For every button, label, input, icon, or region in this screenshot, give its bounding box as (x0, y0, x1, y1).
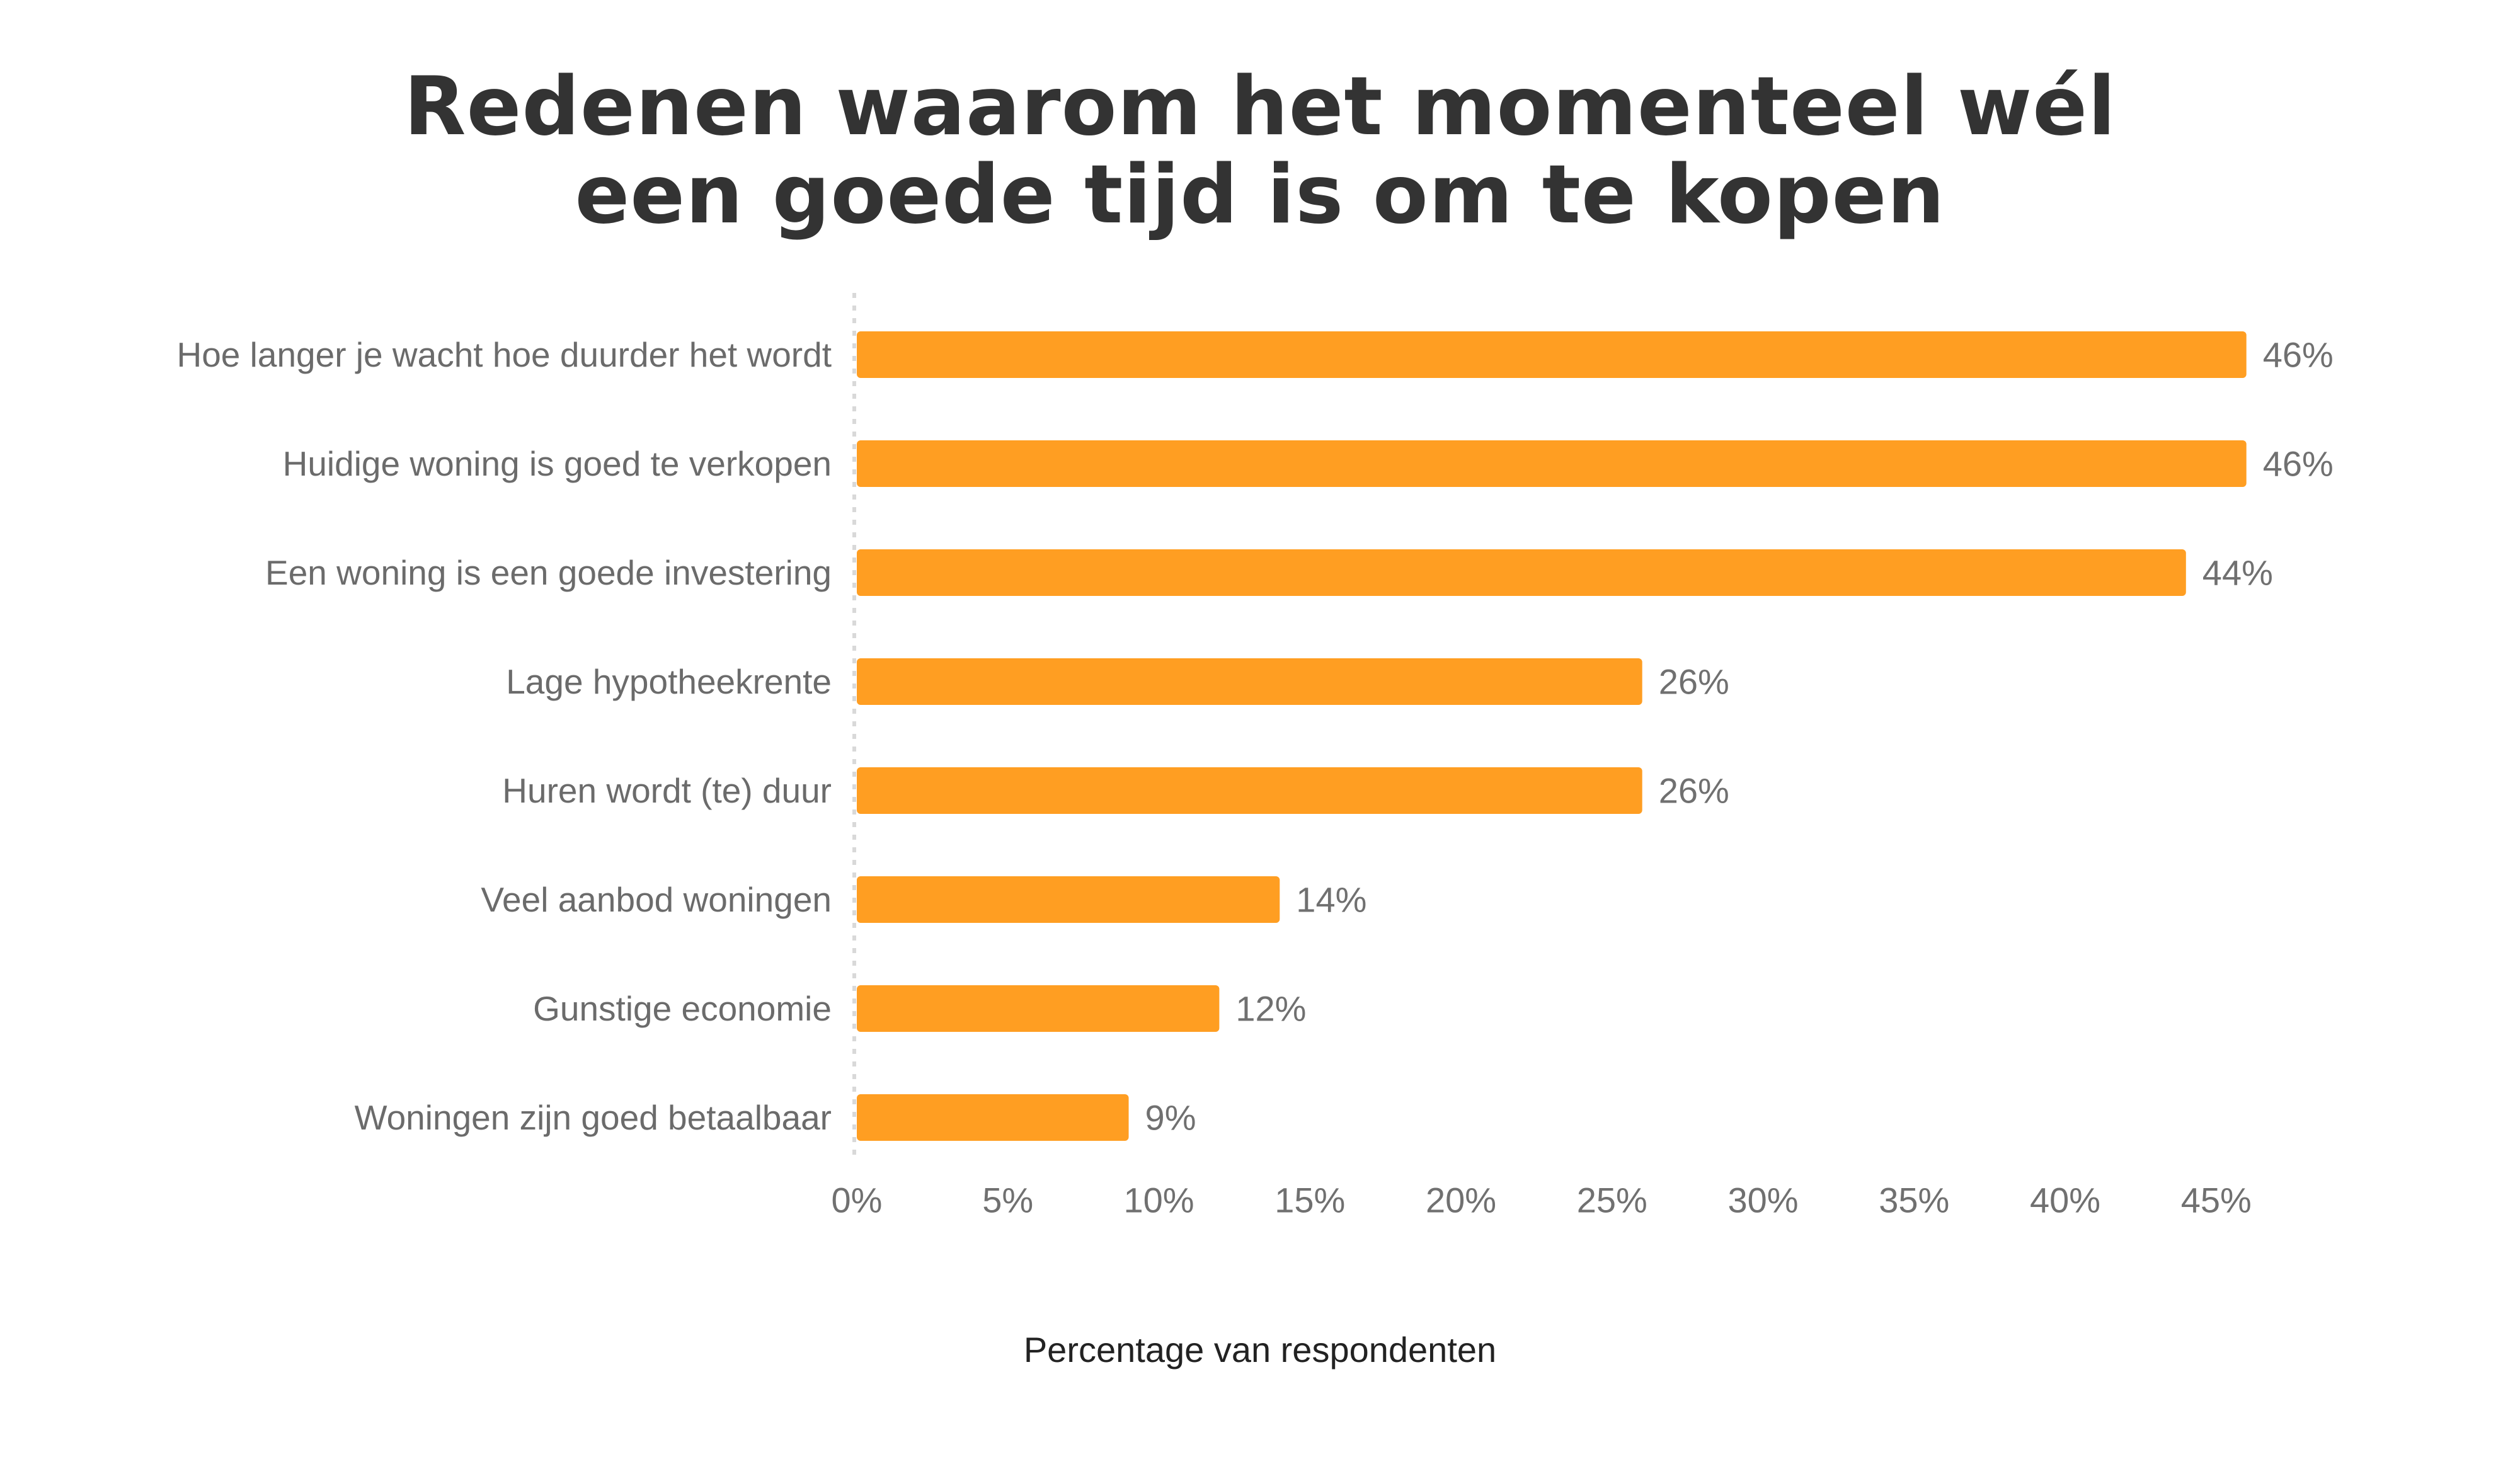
category-label-6: Veel aanbod woningen (481, 880, 832, 919)
chart-title: Redenen waarom het momenteel wél een goe… (0, 63, 2520, 239)
x-tick-label-30: 30% (1727, 1181, 1798, 1220)
x-tick-label-45: 45% (2181, 1181, 2252, 1220)
data-label-3: 44% (2202, 553, 2273, 593)
x-tick-labels-group: 0% 5% 10% 15% 20% 25% 30% 35% 40% 45% (832, 1181, 2252, 1220)
data-label-7: 12% (1235, 989, 1306, 1029)
bar-4 (857, 658, 1642, 705)
category-label-5: Huren wordt (te) duur (502, 771, 832, 810)
bar-1 (857, 331, 2247, 378)
bar-5 (857, 767, 1642, 814)
x-tick-label-25: 25% (1577, 1181, 1647, 1220)
category-label-4: Lage hypotheekrente (506, 662, 832, 701)
x-tick-label-40: 40% (2030, 1181, 2100, 1220)
category-label-3: Een woning is een goede investering (265, 553, 832, 592)
category-labels-group: Hoe langer je wacht hoe duurder het word… (176, 335, 832, 1137)
data-label-1: 46% (2263, 335, 2334, 375)
bar-6 (857, 876, 1280, 923)
x-axis-label: Percentage van respondenten (1023, 1330, 1497, 1370)
x-tick-label-0: 0% (832, 1181, 883, 1220)
chart-title-line-1: Redenen waarom het momenteel wél (404, 60, 2116, 154)
bar-3 (857, 549, 2186, 596)
data-label-2: 46% (2263, 444, 2334, 484)
data-label-8: 9% (1145, 1098, 1196, 1138)
x-tick-label-5: 5% (982, 1181, 1033, 1220)
data-label-5: 26% (1659, 771, 1729, 811)
data-label-4: 26% (1659, 662, 1729, 702)
category-label-2: Huidige woning is goed te verkopen (283, 444, 832, 483)
bar-8 (857, 1094, 1129, 1141)
x-tick-label-10: 10% (1123, 1181, 1194, 1220)
data-labels-group: 46% 46% 44% 26% 26% 14% 12% 9% (1145, 335, 2334, 1138)
bar-7 (857, 985, 1220, 1032)
x-tick-label-20: 20% (1426, 1181, 1496, 1220)
bar-2 (857, 440, 2247, 487)
category-label-1: Hoe langer je wacht hoe duurder het word… (176, 335, 832, 374)
data-label-6: 14% (1296, 880, 1366, 920)
category-label-7: Gunstige economie (533, 989, 832, 1028)
chart-title-line-2: een goede tijd is om te kopen (575, 148, 1945, 242)
x-tick-label-35: 35% (1879, 1181, 1949, 1220)
x-tick-label-15: 15% (1274, 1181, 1345, 1220)
category-label-8: Woningen zijn goed betaalbaar (355, 1098, 832, 1137)
bars-group (857, 331, 2247, 1141)
